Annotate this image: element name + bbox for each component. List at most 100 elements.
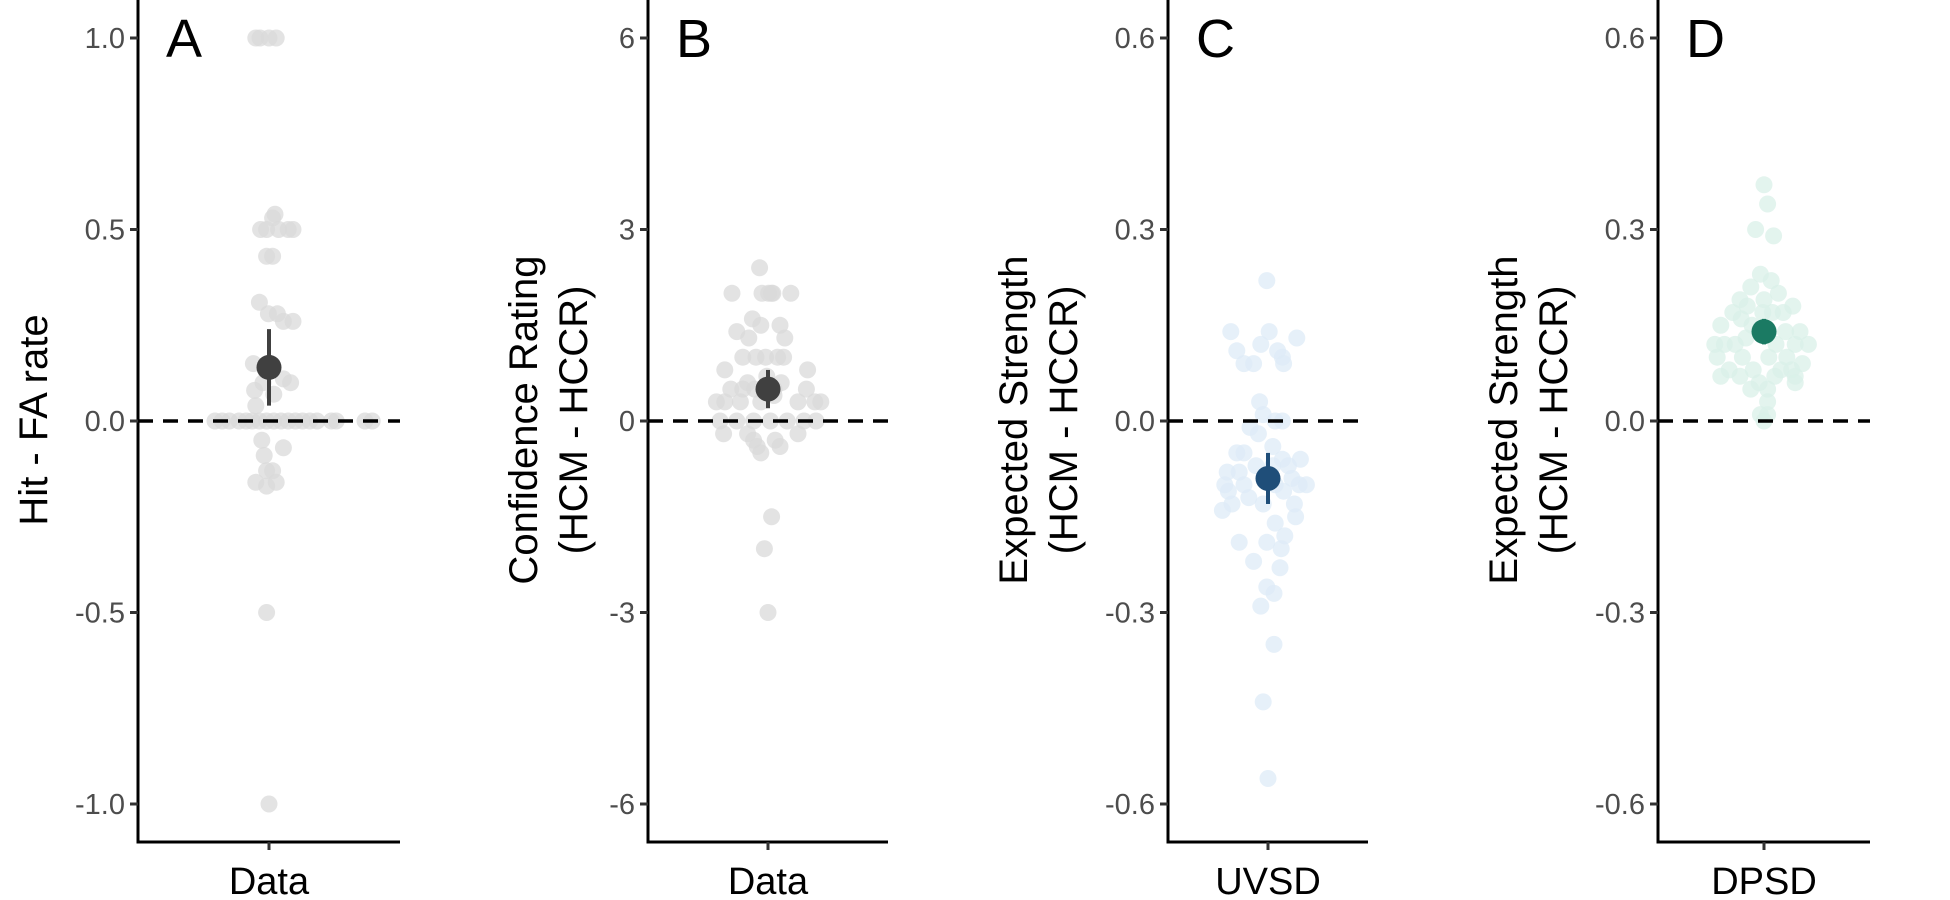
data-point xyxy=(1235,476,1253,494)
data-point xyxy=(799,361,817,379)
data-point xyxy=(1213,501,1231,519)
data-point xyxy=(1765,227,1783,245)
data-point xyxy=(1760,348,1778,366)
panel-d: 0.6 0.3 0.0 -0.3 -0.6 DPSD D Expected Strength(… xyxy=(1482,0,1870,900)
panel-label: B xyxy=(676,9,712,69)
panel-a: 1.0 0.5 0.0 -0.5 -1.0 Data A Hit - FA rate xyxy=(12,0,400,900)
y-tick-label: 0.0 xyxy=(1115,406,1155,438)
data-point xyxy=(716,361,734,379)
data-point xyxy=(734,380,752,398)
x-tick-label: DPSD xyxy=(1711,861,1817,900)
panel-label: C xyxy=(1196,9,1235,69)
data-point xyxy=(327,412,345,430)
data-point xyxy=(1766,367,1784,385)
data-points xyxy=(1706,176,1817,430)
data-point xyxy=(284,221,302,238)
y-tick-label: 1.0 xyxy=(85,23,125,55)
data-point xyxy=(716,393,734,411)
data-point xyxy=(1254,693,1272,711)
data-point xyxy=(258,604,276,621)
data-point xyxy=(1287,508,1305,526)
data-point xyxy=(1264,438,1282,455)
y-tick-label: -6 xyxy=(609,789,635,821)
data-point xyxy=(722,380,740,398)
data-point xyxy=(1708,348,1726,366)
data-point xyxy=(1742,278,1760,296)
data-point xyxy=(258,477,276,495)
data-point xyxy=(771,438,789,455)
data-point xyxy=(247,397,265,415)
mean-marker xyxy=(755,376,781,402)
data-point xyxy=(1747,221,1765,238)
data-point xyxy=(797,380,815,398)
data-point xyxy=(789,393,807,411)
data-point xyxy=(1769,284,1787,302)
data-point xyxy=(1252,335,1270,353)
y-tick-label: 3 xyxy=(619,215,635,247)
data-point xyxy=(284,312,302,330)
data-point xyxy=(757,348,775,366)
data-point xyxy=(1712,316,1730,334)
data-point xyxy=(1774,304,1792,321)
data-point xyxy=(764,284,782,302)
data-point xyxy=(752,316,770,334)
data-point xyxy=(1759,380,1777,398)
data-point xyxy=(775,348,793,366)
data-point xyxy=(812,393,830,411)
panel-label: A xyxy=(166,9,202,69)
data-point xyxy=(1275,482,1293,500)
data-point xyxy=(259,305,277,323)
data-point xyxy=(1240,489,1258,507)
data-point xyxy=(246,381,264,399)
data-point xyxy=(1777,323,1795,341)
data-point xyxy=(1733,348,1751,366)
data-point xyxy=(1288,329,1306,347)
data-point xyxy=(763,508,781,526)
data-point xyxy=(1218,463,1236,481)
panel-b: 6 3 0 -3 -6 Data B Confidence Rating (HCM - HCCR… xyxy=(502,0,888,900)
y-tick-label: -0.6 xyxy=(1595,789,1645,821)
data-point xyxy=(789,425,807,443)
data-point xyxy=(1786,335,1804,353)
data-point xyxy=(723,284,741,302)
data-point xyxy=(250,293,268,311)
data-point xyxy=(1755,291,1773,309)
panel-label: D xyxy=(1686,9,1725,69)
y-tick-label: 0.6 xyxy=(1605,23,1645,55)
data-point xyxy=(258,221,276,238)
y-tick-label: -0.3 xyxy=(1595,598,1645,630)
data-point xyxy=(761,412,779,430)
data-point xyxy=(1759,393,1777,411)
y-tick-label: 0.5 xyxy=(85,215,125,247)
data-point xyxy=(1235,444,1253,462)
data-point xyxy=(1759,195,1777,213)
y-axis-title: (HCM - HCCR) xyxy=(1042,286,1086,555)
y-tick-label: -0.3 xyxy=(1105,598,1155,630)
data-point xyxy=(734,348,752,366)
data-point xyxy=(1738,297,1756,315)
data-point xyxy=(1762,272,1780,290)
data-point xyxy=(1712,367,1730,385)
data-point xyxy=(1251,393,1269,411)
data-point xyxy=(1799,335,1817,353)
data-point xyxy=(1222,323,1240,341)
data-point xyxy=(711,412,729,430)
data-point xyxy=(1258,533,1276,551)
y-tick-label: -0.6 xyxy=(1105,789,1155,821)
data-point xyxy=(776,329,794,347)
data-point xyxy=(1249,425,1267,443)
data-point xyxy=(752,444,770,462)
y-axis-title: Expected Strength xyxy=(992,255,1036,584)
data-point xyxy=(1737,329,1755,347)
mean-marker xyxy=(1255,465,1281,491)
data-point xyxy=(1791,323,1809,341)
y-tick-label: -0.5 xyxy=(75,598,125,630)
y-tick-label: -3 xyxy=(609,598,635,630)
data-point xyxy=(274,439,292,457)
data-point xyxy=(1230,533,1248,551)
data-point xyxy=(264,247,282,265)
data-points xyxy=(707,259,830,621)
y-axis-title: Confidence Rating xyxy=(502,255,546,584)
data-point xyxy=(267,29,285,47)
data-point xyxy=(253,431,271,449)
